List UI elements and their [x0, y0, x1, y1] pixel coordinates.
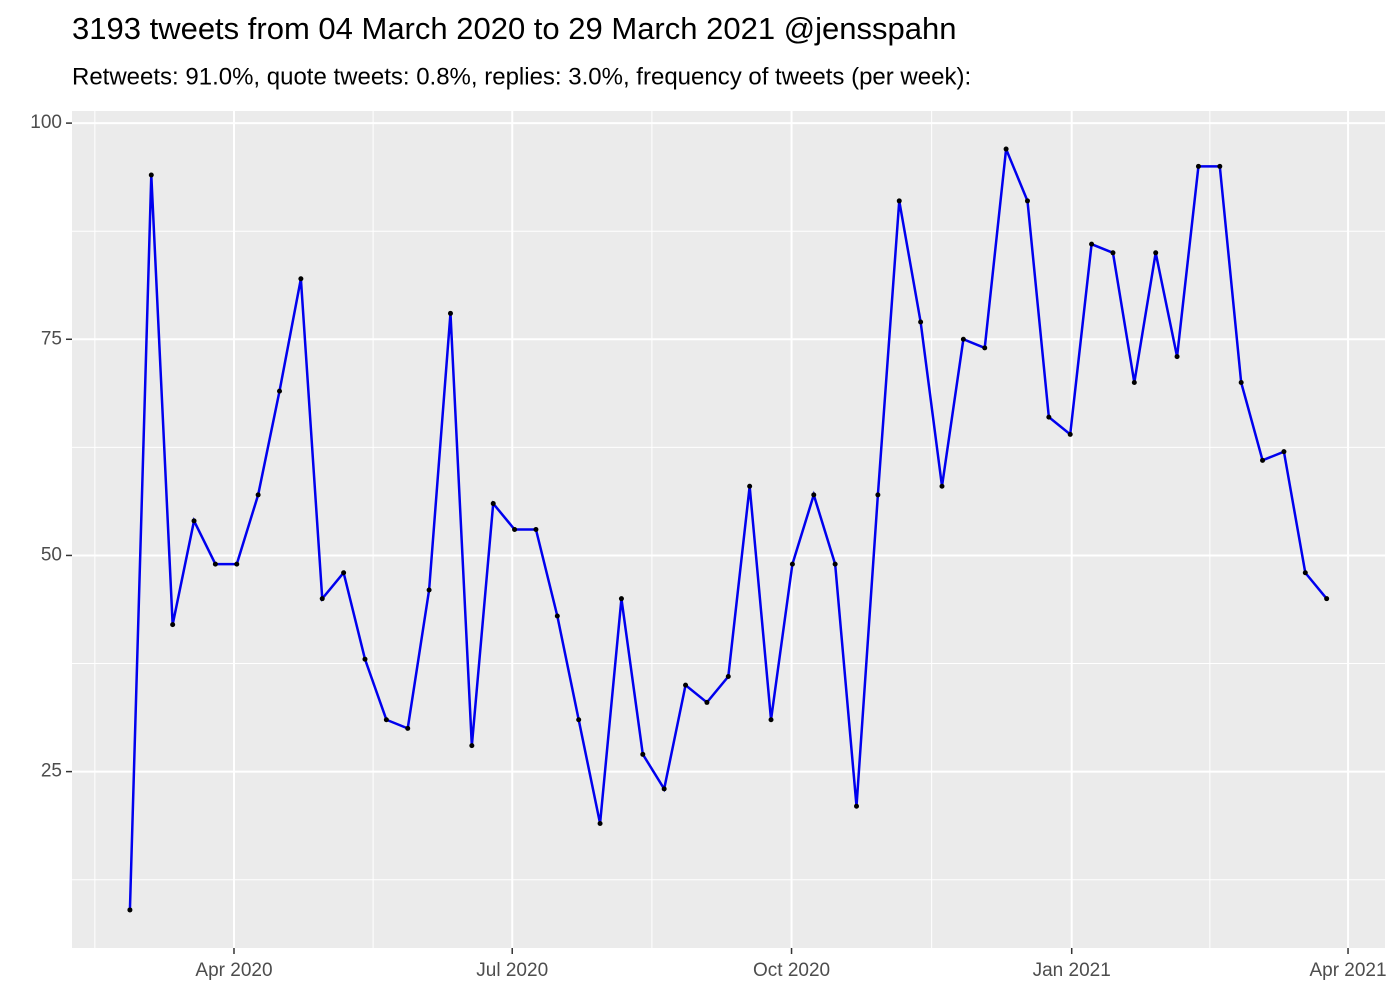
chart-title: 3193 tweets from 04 March 2020 to 29 Mar… [72, 11, 956, 46]
data-point [362, 656, 368, 662]
data-point [1046, 414, 1052, 420]
data-point [212, 561, 218, 567]
data-point [1217, 163, 1223, 169]
y-tick-label: 25 [41, 761, 62, 782]
data-point [1024, 198, 1030, 204]
data-point [512, 527, 518, 532]
data-point [426, 587, 432, 593]
y-tick-label: 75 [41, 328, 62, 349]
data-point [1281, 449, 1287, 455]
plot-panel [72, 111, 1385, 948]
data-point [490, 501, 496, 507]
data-point [896, 198, 902, 204]
data-point [789, 561, 795, 567]
data-point [811, 492, 817, 498]
data-point [447, 310, 453, 316]
data-point [1110, 250, 1116, 256]
data-point [554, 613, 560, 619]
data-point [383, 717, 389, 723]
data-point [469, 743, 475, 749]
data-point [1089, 241, 1095, 247]
data-point [533, 527, 539, 532]
data-point [298, 276, 304, 282]
data-point [704, 699, 710, 705]
data-point [255, 492, 261, 498]
y-tick-label: 50 [41, 544, 62, 565]
data-point [918, 319, 924, 325]
data-point [832, 561, 838, 567]
data-point [982, 345, 988, 351]
data-point [127, 907, 133, 913]
data-point [277, 388, 283, 394]
data-point [875, 492, 881, 498]
y-tick-label: 100 [30, 112, 62, 133]
data-point [960, 336, 966, 342]
data-point [319, 596, 325, 602]
data-point [768, 717, 774, 723]
data-point [1324, 596, 1330, 602]
data-point [148, 172, 154, 178]
data-point [234, 561, 240, 567]
data-point [683, 682, 689, 688]
data-point [1238, 380, 1244, 386]
x-tick-label: Oct 2020 [753, 960, 830, 981]
data-point [1174, 354, 1180, 360]
data-point [1003, 146, 1009, 152]
data-point [170, 622, 176, 628]
x-tick-label: Jan 2021 [1033, 960, 1111, 981]
x-tick-label: Jul 2020 [476, 960, 548, 981]
data-point [191, 518, 197, 524]
data-point [1067, 431, 1073, 437]
data-point [661, 786, 667, 792]
x-tick-label: Apr 2020 [195, 960, 272, 981]
data-point [747, 483, 753, 489]
data-point [1195, 163, 1201, 169]
data-point [1131, 380, 1137, 386]
data-point [405, 725, 411, 731]
data-point [640, 751, 646, 757]
data-point [597, 820, 603, 826]
data-point [725, 673, 731, 679]
data-point [854, 803, 860, 809]
data-point [341, 570, 347, 576]
data-point [576, 717, 582, 723]
data-point [939, 483, 945, 489]
data-point [1302, 570, 1308, 576]
data-point [618, 596, 624, 602]
data-point [1260, 457, 1266, 463]
chart-subtitle: Retweets: 91.0%, quote tweets: 0.8%, rep… [72, 63, 971, 90]
data-point [1153, 250, 1159, 256]
x-tick-label: Apr 2021 [1309, 960, 1386, 981]
